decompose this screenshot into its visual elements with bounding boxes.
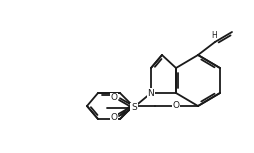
Text: O: O [110, 93, 117, 103]
Text: N: N [147, 88, 154, 97]
Text: H: H [210, 31, 216, 40]
Text: O: O [172, 101, 179, 110]
Text: S: S [131, 103, 136, 112]
Text: O: O [110, 114, 117, 123]
